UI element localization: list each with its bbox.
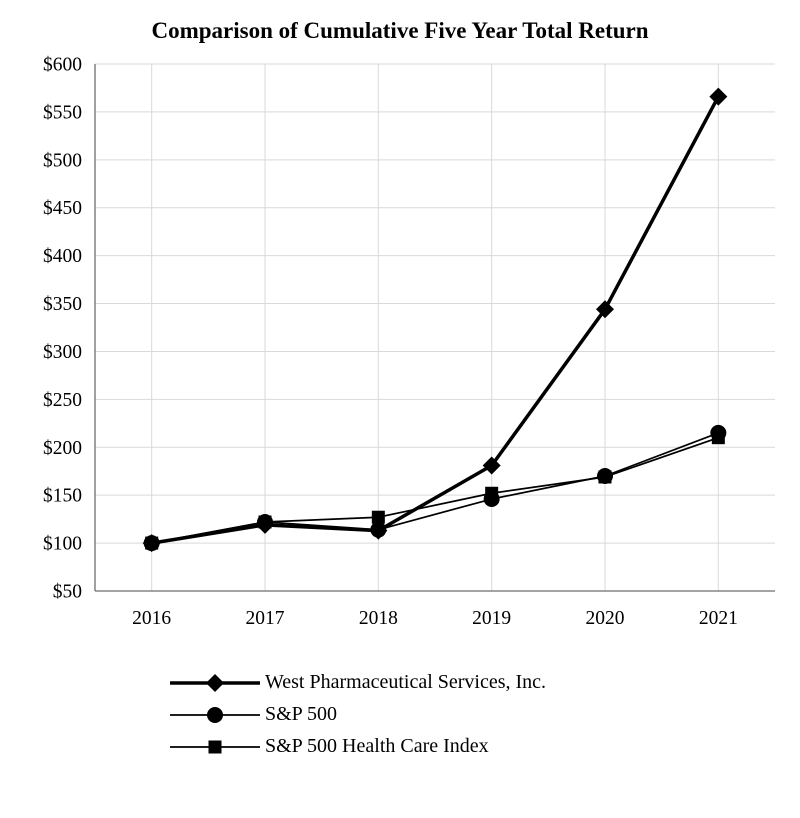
diamond-marker (482, 456, 501, 475)
square-marker (145, 536, 159, 550)
chart-area: $50 $100 $150 $200 $250 $300 $350 $400 $450 $500 $… (0, 46, 800, 659)
y-tick-label: $350 (43, 294, 82, 315)
legend-label-sp500-health-care: S&P 500 Health Care Index (265, 735, 489, 757)
y-tick-label: $600 (43, 55, 82, 76)
legend-item-west-pharmaceutical: West Pharmaceutical Services, Inc. (170, 669, 800, 696)
y-tick-label: $200 (43, 438, 82, 459)
y-tick-label: $100 (43, 534, 82, 555)
circle-marker-icon (170, 706, 260, 723)
diamond-marker-icon (170, 673, 260, 692)
chart-canvas: $50 $100 $150 $200 $250 $300 $350 $400 $450 $500 $… (43, 55, 775, 629)
y-tick-label: $300 (43, 342, 82, 363)
y-tick-label: $250 (43, 390, 82, 411)
circle-marker (207, 706, 223, 723)
diamond-marker (206, 673, 224, 692)
diamond-marker (709, 87, 728, 106)
legend-label-west-pharmaceutical: West Pharmaceutical Services, Inc. (265, 671, 547, 693)
series-line-0 (149, 94, 721, 545)
x-tick-label: 2017 (246, 608, 285, 629)
y-tick-label: $500 (43, 150, 82, 171)
legend-item-sp500-health-care: S&P 500 Health Care Index (170, 733, 800, 760)
y-tick-label: $550 (43, 102, 82, 123)
square-marker (485, 486, 499, 500)
y-tick-label: $450 (43, 198, 82, 219)
legend: West Pharmaceutical Services, Inc. S&P 5… (170, 669, 800, 760)
square-marker (711, 431, 725, 445)
y-tick-label: $150 (43, 486, 82, 507)
circle-marker (370, 521, 387, 538)
x-tick-label: 2018 (359, 608, 398, 629)
series-line-2 (150, 436, 720, 544)
x-tick-label: 2016 (132, 608, 171, 629)
y-tick-label: $400 (43, 246, 82, 267)
square-marker (208, 740, 222, 753)
x-tick-label: 2021 (699, 608, 738, 629)
legend-item-sp500: S&P 500 (170, 701, 800, 728)
square-marker (258, 515, 272, 529)
square-marker (598, 470, 612, 484)
x-tick-label: 2019 (472, 608, 511, 629)
square-marker-icon (170, 740, 260, 753)
legend-label-sp500: S&P 500 (265, 703, 338, 725)
x-tick-label: 2020 (586, 608, 625, 629)
y-tick-label: $50 (53, 582, 82, 603)
diamond-marker (596, 300, 614, 319)
page-title: Comparison of Cumulative Five Year Total… (151, 18, 649, 43)
square-marker (371, 510, 385, 524)
